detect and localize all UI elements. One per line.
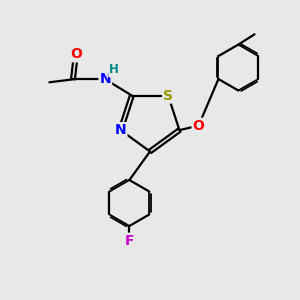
Text: F: F	[124, 234, 134, 248]
Text: N: N	[100, 72, 111, 86]
Text: O: O	[70, 47, 82, 61]
Text: O: O	[193, 119, 205, 133]
Text: S: S	[163, 88, 173, 103]
Text: H: H	[109, 63, 119, 76]
Text: N: N	[115, 123, 126, 137]
